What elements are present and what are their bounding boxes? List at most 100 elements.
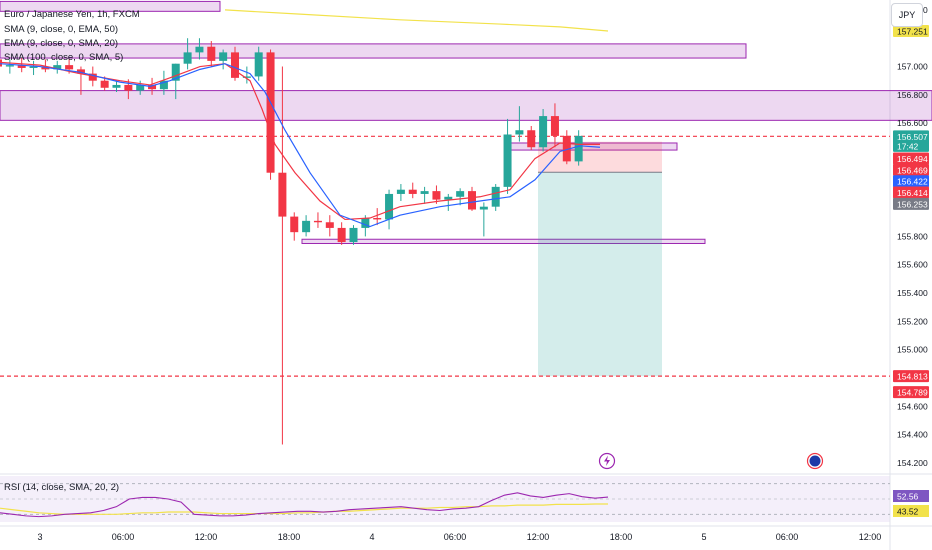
zone-4 <box>301 238 706 244</box>
candle-body <box>0 59 2 67</box>
candle-body <box>385 193 394 220</box>
candle-body <box>574 135 583 162</box>
ma-line-2 <box>224 9 609 32</box>
x-tick-label: 3 <box>37 532 42 542</box>
candle-body <box>479 206 488 210</box>
y-tick-label: 154.200 <box>897 458 928 468</box>
candle-body <box>76 69 85 74</box>
price-label: 156.494 <box>897 154 928 164</box>
candle-body <box>420 191 429 194</box>
candle-body <box>361 218 370 228</box>
price-label-bg <box>893 152 929 165</box>
candle-body <box>515 130 524 135</box>
candle-body <box>278 172 287 217</box>
candle-body <box>444 196 453 200</box>
candle-body <box>219 52 228 61</box>
candle-body <box>290 216 299 233</box>
zone-0 <box>0 0 221 12</box>
candle-body <box>456 191 465 197</box>
stop-loss-zone <box>538 141 662 173</box>
indicator-ema-20: EMA (9, close, 0, SMA, 20) <box>4 38 119 49</box>
candle-body <box>313 220 322 223</box>
candle-body <box>408 189 417 194</box>
candle-body <box>112 84 121 88</box>
candle-body <box>207 46 216 61</box>
price-label-bg <box>893 186 929 199</box>
x-tick-label: 06:00 <box>776 532 799 542</box>
candle-body <box>527 130 536 148</box>
candle-body <box>242 76 251 78</box>
candle-body <box>539 116 548 148</box>
candle-body <box>65 65 74 70</box>
x-tick-label: 12:00 <box>195 532 218 542</box>
price-label-bg <box>893 130 929 143</box>
price-label-bg <box>893 25 929 38</box>
candle-body <box>148 84 157 90</box>
price-label: 154.789 <box>897 388 928 398</box>
x-tick-label: 18:00 <box>610 532 633 542</box>
x-tick-label: 06:00 <box>112 532 135 542</box>
rsi-title: RSI (14, close, SMA, 20, 2) <box>4 482 120 493</box>
candle-body <box>266 52 275 173</box>
candle-body <box>325 222 334 228</box>
price-label-bg <box>893 139 929 152</box>
take-profit-zone <box>538 172 662 377</box>
y-tick-label: 156.600 <box>897 118 928 128</box>
candle-body <box>396 189 405 194</box>
rsi-value-label: 52.56 <box>897 492 919 502</box>
y-tick-label: 155.000 <box>897 345 928 355</box>
x-tick-label: 4 <box>369 532 374 542</box>
candle-body <box>29 66 38 68</box>
y-tick-label: 154.400 <box>897 430 928 440</box>
x-tick-label: 06:00 <box>444 532 467 542</box>
price-label: 156.469 <box>897 165 928 175</box>
candle-body <box>100 80 109 88</box>
candle-body <box>337 227 346 243</box>
candle-body <box>302 220 311 233</box>
event-flag-icon[interactable] <box>806 452 824 470</box>
candle-body <box>254 52 263 77</box>
price-label-bg <box>893 175 929 188</box>
currency-button[interactable]: JPY <box>891 3 923 27</box>
x-tick-label: 12:00 <box>859 532 882 542</box>
candle-body <box>562 135 571 162</box>
candle-body <box>468 191 476 210</box>
price-label: 157.251 <box>897 27 928 37</box>
price-label: 154.813 <box>897 372 928 382</box>
candle-body <box>53 65 62 70</box>
candle-body <box>550 116 559 136</box>
y-tick-label: 155.400 <box>897 288 928 298</box>
candle-body <box>231 52 239 78</box>
price-label: 156.414 <box>897 188 928 198</box>
y-tick-label: 155.800 <box>897 231 928 241</box>
indicator-sma-5: SMA (100, close, 0, SMA, 5) <box>4 52 124 63</box>
price-label: 17:42 <box>897 141 919 151</box>
x-tick-label: 12:00 <box>527 532 550 542</box>
candle-body <box>136 84 145 91</box>
x-tick-label: 18:00 <box>278 532 301 542</box>
candle-body <box>373 218 382 220</box>
y-tick-label: 156.800 <box>897 90 928 100</box>
price-label-bg <box>893 370 929 383</box>
candle-body <box>124 84 133 91</box>
rsi-ma-value-label: 43.52 <box>897 507 919 517</box>
candle-body <box>159 80 168 90</box>
candle-body <box>432 191 441 200</box>
candle-body <box>88 73 97 81</box>
price-label-bg <box>893 197 929 210</box>
price-label: 156.422 <box>897 177 928 187</box>
price-label-bg <box>893 386 929 399</box>
y-tick-label: 155.200 <box>897 316 928 326</box>
ma-line-1 <box>0 63 601 228</box>
candle-body <box>41 66 50 70</box>
price-label: 156.253 <box>897 199 928 209</box>
rsi-ma-value-bg <box>893 505 929 517</box>
rsi-ma-line <box>0 503 609 515</box>
lightning-icon[interactable] <box>598 452 616 470</box>
indicator-sma-50: SMA (9, close, 0, EMA, 50) <box>4 24 119 35</box>
candle-body <box>5 65 14 67</box>
candle-body <box>195 46 204 53</box>
candle-body <box>491 186 500 207</box>
